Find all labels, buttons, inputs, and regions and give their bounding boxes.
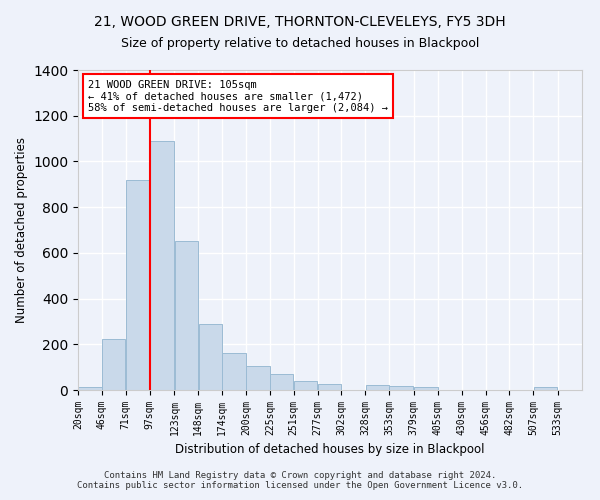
Bar <box>78 386 101 390</box>
Bar <box>223 354 246 390</box>
Bar <box>199 324 222 390</box>
Bar <box>533 388 557 390</box>
Bar <box>318 384 341 390</box>
Y-axis label: Number of detached properties: Number of detached properties <box>14 137 28 323</box>
Bar <box>389 386 413 390</box>
Bar <box>126 180 149 390</box>
Bar <box>102 338 125 390</box>
Bar <box>365 385 389 390</box>
X-axis label: Distribution of detached houses by size in Blackpool: Distribution of detached houses by size … <box>175 444 485 456</box>
Bar <box>175 242 198 390</box>
Bar <box>414 388 437 390</box>
Text: Contains HM Land Registry data © Crown copyright and database right 2024.
Contai: Contains HM Land Registry data © Crown c… <box>77 470 523 490</box>
Text: 21, WOOD GREEN DRIVE, THORNTON-CLEVELEYS, FY5 3DH: 21, WOOD GREEN DRIVE, THORNTON-CLEVELEYS… <box>94 15 506 29</box>
Bar <box>270 374 293 390</box>
Bar <box>150 141 174 390</box>
Text: 21 WOOD GREEN DRIVE: 105sqm
← 41% of detached houses are smaller (1,472)
58% of : 21 WOOD GREEN DRIVE: 105sqm ← 41% of det… <box>88 80 388 113</box>
Bar <box>246 366 269 390</box>
Bar <box>294 381 317 390</box>
Text: Size of property relative to detached houses in Blackpool: Size of property relative to detached ho… <box>121 38 479 51</box>
